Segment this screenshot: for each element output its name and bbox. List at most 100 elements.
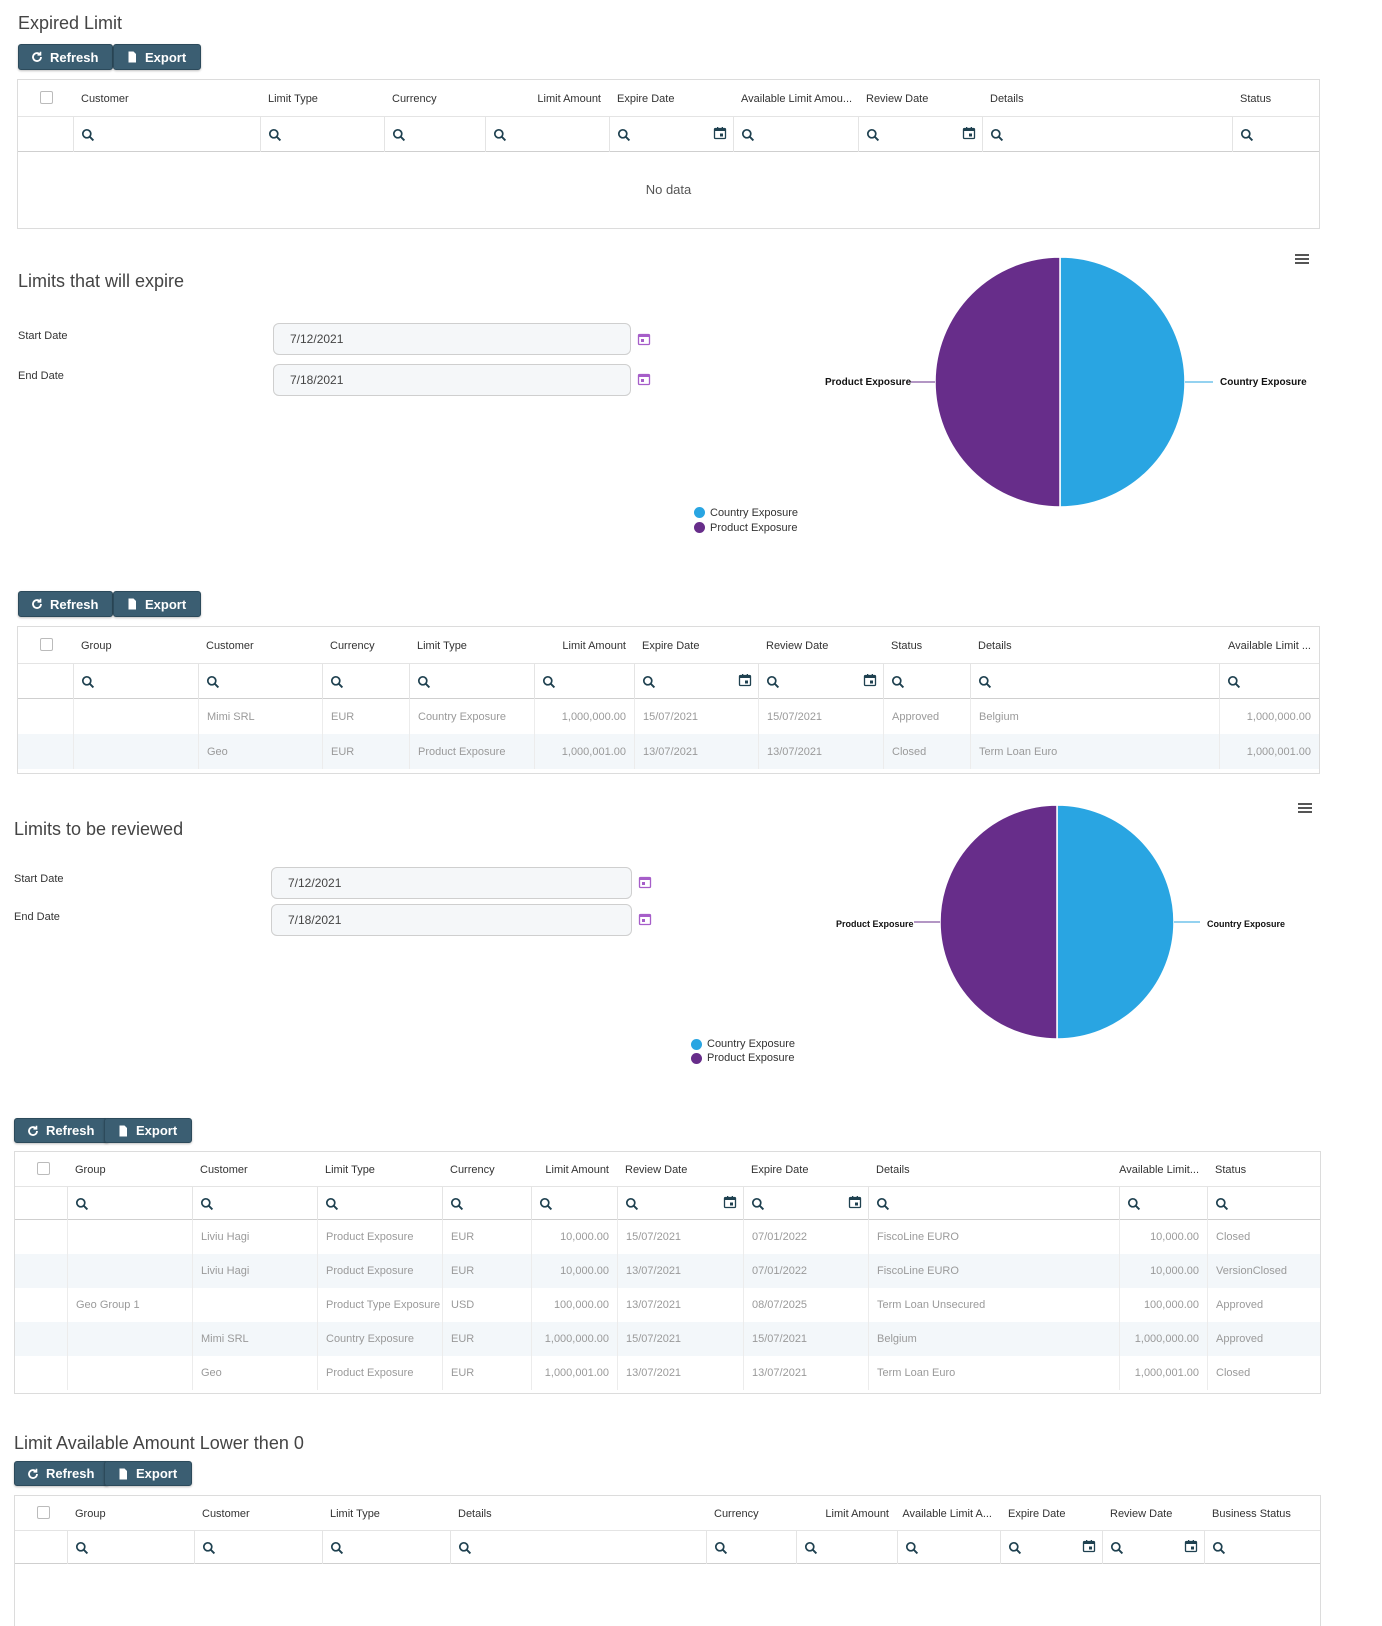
lower-zero-refresh-button[interactable]: Refresh [14,1461,110,1486]
legend-item[interactable]: Country Exposure [691,1037,795,1051]
row-select-cell[interactable] [18,734,73,769]
search-icon[interactable] [1212,1541,1226,1555]
calendar-icon[interactable] [723,1195,737,1209]
search-icon[interactable] [450,1197,464,1211]
chart-menu-icon[interactable] [1295,252,1309,264]
filter-cell-currency[interactable] [442,1187,531,1220]
start-date-input[interactable]: 7/12/2021 [271,867,632,899]
select-all-checkbox[interactable] [37,1506,50,1519]
row-select-cell[interactable] [15,1288,67,1322]
column-header-review-date[interactable]: Review Date [1110,1507,1173,1520]
search-icon[interactable] [75,1541,89,1555]
column-header-limit-amount[interactable]: Limit Amount [537,92,601,105]
search-icon[interactable] [417,675,431,689]
search-icon[interactable] [617,128,631,142]
pie-slice-product-exposure[interactable] [934,256,1061,508]
calendar-icon[interactable] [1184,1539,1198,1553]
search-icon[interactable] [905,1541,919,1555]
end-date-input[interactable]: 7/18/2021 [271,904,632,936]
search-icon[interactable] [458,1541,472,1555]
filter-cell-customer[interactable] [192,1187,317,1220]
filter-cell-status[interactable] [1207,1187,1320,1220]
filter-cell-currency[interactable] [384,117,485,152]
legend-item[interactable]: Country Exposure [694,505,798,520]
select-all-checkbox[interactable] [37,1162,50,1175]
filter-cell-group[interactable] [67,1187,192,1220]
search-icon[interactable] [990,128,1004,142]
table-row[interactable]: Mimi SRL EUR Country Exposure 1,000,000.00 1… [18,699,1319,734]
column-header-review-date[interactable]: Review Date [866,92,929,105]
select-all-checkbox[interactable] [40,638,53,651]
end-date-input[interactable]: 7/18/2021 [273,364,631,396]
search-icon[interactable] [200,1197,214,1211]
column-header-group[interactable]: Group [75,1163,106,1176]
to-review-refresh-button[interactable]: Refresh [14,1118,110,1143]
filter-cell-limit-amount[interactable] [796,1531,897,1564]
search-icon[interactable] [330,1541,344,1555]
calendar-icon[interactable] [638,875,652,889]
calendar-icon[interactable] [863,673,877,687]
search-icon[interactable] [206,675,220,689]
table-row[interactable]: Mimi SRL Country Exposure EUR 1,000,000.00 1… [15,1322,1320,1356]
search-icon[interactable] [804,1541,818,1555]
filter-cell-limit-type[interactable] [317,1187,442,1220]
search-icon[interactable] [751,1197,765,1211]
start-date-input[interactable]: 7/12/2021 [273,323,631,355]
filter-cell-expire-date[interactable] [634,664,758,699]
column-header-customer[interactable]: Customer [202,1507,250,1520]
column-header-review-date[interactable]: Review Date [625,1163,688,1176]
search-icon[interactable] [268,128,282,142]
calendar-icon[interactable] [738,673,752,687]
to-review-export-button[interactable]: Export [104,1118,193,1143]
filter-cell-currency[interactable] [706,1531,796,1564]
search-icon[interactable] [539,1197,553,1211]
search-icon[interactable] [891,675,905,689]
table-row[interactable]: Geo Group 1 Product Type Exposure USD 100,0… [15,1288,1320,1322]
filter-cell-customer[interactable] [194,1531,322,1564]
column-header-details[interactable]: Details [876,1163,910,1176]
filter-cell-limit-type[interactable] [260,117,384,152]
column-header-details[interactable]: Details [978,639,1012,652]
column-header-available-limit[interactable]: Available Limit ... [1228,639,1311,652]
filter-cell-available-limit[interactable] [1219,664,1319,699]
filter-cell-business-status[interactable] [1204,1531,1320,1564]
filter-cell-currency[interactable] [322,664,409,699]
filter-cell-details[interactable] [982,117,1232,152]
filter-cell-expire-date[interactable] [743,1187,868,1220]
lower-zero-export-button[interactable]: Export [104,1461,193,1486]
search-icon[interactable] [1008,1541,1022,1555]
chart-menu-icon[interactable] [1298,801,1312,813]
search-icon[interactable] [330,675,344,689]
filter-cell-customer[interactable] [198,664,322,699]
row-select-cell[interactable] [15,1254,67,1288]
search-icon[interactable] [1127,1197,1141,1211]
column-header-expire-date[interactable]: Expire Date [751,1163,809,1176]
search-icon[interactable] [81,675,95,689]
filter-cell-limit-amount[interactable] [531,1187,617,1220]
filter-cell-limit-type[interactable] [409,664,534,699]
column-header-customer[interactable]: Customer [206,639,254,652]
calendar-icon[interactable] [638,912,652,926]
filter-cell-expire-date[interactable] [609,117,733,152]
column-header-business-status[interactable]: Business Status [1212,1507,1291,1520]
expired-export-button[interactable]: Export [113,44,202,70]
column-header-review-date[interactable]: Review Date [766,639,829,652]
table-row[interactable]: Liviu Hagi Product Exposure EUR 10,000.00 13… [15,1254,1320,1288]
pie-slice-country-exposure[interactable] [1059,256,1186,508]
select-all-checkbox[interactable] [40,91,53,104]
filter-cell-details[interactable] [970,664,1219,699]
column-header-limit-amount[interactable]: Limit Amount [562,639,626,652]
column-header-limit-amount[interactable]: Limit Amount [825,1507,889,1520]
filter-cell-status[interactable] [1232,117,1319,152]
column-header-group[interactable]: Group [75,1507,106,1520]
column-header-limit-type[interactable]: Limit Type [330,1507,380,1520]
row-select-cell[interactable] [18,699,73,734]
will-expire-export-button[interactable]: Export [113,591,202,617]
search-icon[interactable] [866,128,880,142]
search-icon[interactable] [714,1541,728,1555]
column-header-limit-type[interactable]: Limit Type [268,92,318,105]
search-icon[interactable] [876,1197,890,1211]
calendar-icon[interactable] [637,332,651,346]
column-header-currency[interactable]: Currency [392,92,437,105]
filter-cell-status[interactable] [883,664,970,699]
